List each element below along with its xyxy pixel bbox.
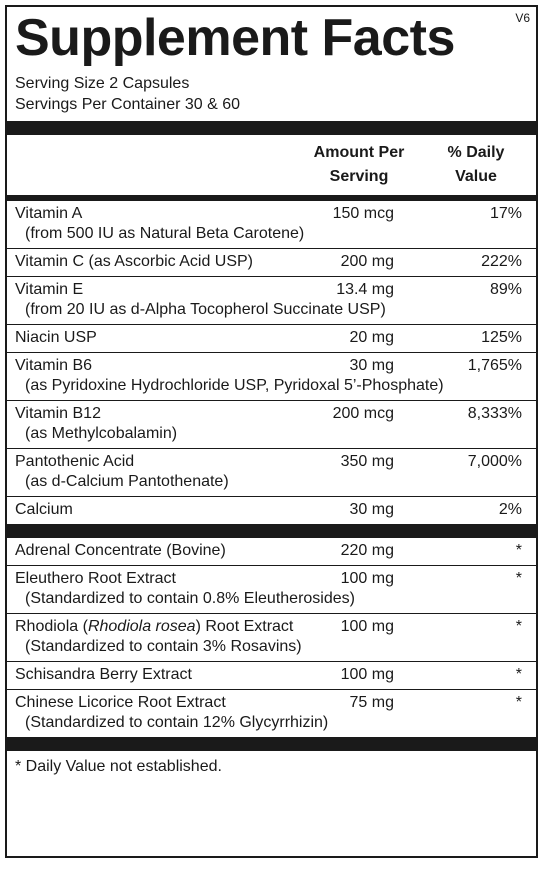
nutrient-amount: 200 mcg	[332, 405, 394, 422]
serving-size: Serving Size 2 Capsules	[15, 75, 190, 92]
nutrient-row: Vitamin B12 200 mcg 8,333% (as Methylcobala…	[7, 400, 536, 448]
nutrient-daily-value: 1,765%	[467, 357, 522, 374]
supplement-facts-label: V6 Supplement Facts Serving Size 2 Capsu…	[5, 5, 538, 858]
nutrient-source: (Standardized to contain 3% Rosavins)	[25, 638, 302, 655]
nutrient-source: (from 500 IU as Natural Beta Carotene)	[25, 225, 305, 242]
column-header: Amount Per Serving % Daily Value	[7, 135, 536, 195]
nutrient-name: Adrenal Concentrate (Bovine)	[15, 542, 226, 559]
header-amount-line2: Serving	[329, 168, 389, 185]
nutrient-row: Eleuthero Root Extract 100 mg * (Standardiz…	[7, 565, 536, 613]
divider-bar	[7, 195, 536, 201]
nutrient-daily-value: 125%	[481, 329, 522, 346]
header-dv-line1: % Daily	[447, 144, 505, 161]
divider-bar	[7, 524, 536, 538]
nutrient-source: (from 20 IU as d-Alpha Tocopherol Succin…	[25, 301, 386, 318]
nutrient-daily-value: *	[515, 666, 522, 683]
nutrient-amount: 30 mg	[349, 501, 394, 518]
nutrient-amount: 100 mg	[340, 666, 394, 683]
nutrient-row: Calcium 30 mg 2%	[7, 496, 536, 524]
servings-per-container: Servings Per Container 30 & 60	[15, 96, 241, 113]
nutrient-row: Vitamin A 150 mcg 17% (from 500 IU as Natur…	[7, 201, 536, 248]
nutrient-daily-value: 222%	[481, 253, 522, 270]
nutrient-amount: 30 mg	[349, 357, 394, 374]
nutrient-amount: 75 mg	[349, 694, 394, 711]
nutrient-amount: 13.4 mg	[336, 281, 394, 298]
nutrient-amount: 220 mg	[340, 542, 394, 559]
nutrient-name: Vitamin B6	[15, 357, 93, 374]
nutrient-name: Vitamin B12	[15, 405, 101, 422]
nutrient-daily-value: 2%	[498, 501, 522, 518]
nutrient-row: Pantothenic Acid 350 mg 7,000% (as d-Calciu…	[7, 448, 536, 496]
vitamins-list: Vitamin A 150 mcg 17% (from 500 IU as Natur…	[7, 201, 536, 524]
header-amount-line1: Amount Per	[313, 144, 405, 161]
version-code: V6	[515, 11, 530, 25]
nutrient-source: (as d-Calcium Pantothenate)	[25, 473, 229, 490]
nutrient-row: Vitamin E 13.4 mg 89% (from 20 IU as d-Alph…	[7, 276, 536, 324]
nutrient-daily-value: 17%	[489, 205, 522, 222]
nutrient-daily-value: *	[515, 542, 522, 559]
nutrient-name: Vitamin C (as Ascorbic Acid USP)	[15, 253, 254, 270]
nutrient-name: Vitamin E	[15, 281, 84, 298]
nutrient-name: Niacin USP	[15, 329, 97, 346]
header-dv-line2: Value	[455, 168, 497, 185]
nutrient-amount: 20 mg	[349, 329, 394, 346]
nutrient-name: Eleuthero Root Extract	[15, 570, 176, 587]
nutrient-row: Niacin USP 20 mg 125%	[7, 324, 536, 352]
divider-bar	[7, 737, 536, 751]
other-ingredients-list: Adrenal Concentrate (Bovine) 220 mg * Eleut…	[7, 538, 536, 737]
nutrient-row: Vitamin B6 30 mg 1,765% (as Pyridoxine Hydr…	[7, 352, 536, 400]
nutrient-name: Schisandra Berry Extract	[15, 666, 192, 683]
nutrient-amount: 100 mg	[340, 570, 394, 587]
nutrient-row: Rhodiola (Rhodiola rosea) Root Extract 10…	[7, 613, 536, 661]
nutrient-source: (Standardized to contain 12% Glycyrrhizi…	[25, 714, 329, 731]
header-amount: Amount Per Serving	[294, 141, 424, 189]
nutrient-source: (as Pyridoxine Hydrochloride USP, Pyrido…	[25, 377, 444, 394]
nutrient-daily-value: *	[515, 694, 522, 711]
label-title: Supplement Facts	[15, 9, 455, 67]
nutrient-daily-value: 8,333%	[467, 405, 522, 422]
nutrient-daily-value: 89%	[489, 281, 522, 298]
header-daily-value: % Daily Value	[424, 141, 528, 189]
nutrient-amount: 100 mg	[340, 618, 394, 635]
divider-bar	[7, 121, 536, 135]
nutrient-name: Rhodiola (Rhodiola rosea) Root Extract	[15, 618, 294, 635]
nutrient-row: Schisandra Berry Extract 100 mg *	[7, 661, 536, 689]
nutrient-name: Pantothenic Acid	[15, 453, 135, 470]
serving-info: Serving Size 2 Capsules Servings Per Con…	[7, 67, 536, 115]
nutrient-row: Adrenal Concentrate (Bovine) 220 mg *	[7, 538, 536, 565]
nutrient-amount: 150 mcg	[332, 205, 394, 222]
footnote: * Daily Value not established.	[15, 758, 222, 775]
nutrient-name: Vitamin A	[15, 205, 83, 222]
nutrient-amount: 350 mg	[340, 453, 394, 470]
nutrient-source: (Standardized to contain 0.8% Eleutheros…	[25, 590, 355, 607]
nutrient-daily-value: *	[515, 570, 522, 587]
nutrient-name: Calcium	[15, 501, 73, 518]
nutrient-row: Vitamin C (as Ascorbic Acid USP) 200 mg 22…	[7, 248, 536, 276]
nutrient-source: (as Methylcobalamin)	[25, 425, 178, 442]
nutrient-daily-value: *	[515, 618, 522, 635]
nutrient-amount: 200 mg	[340, 253, 394, 270]
nutrient-daily-value: 7,000%	[467, 453, 522, 470]
nutrient-row: Chinese Licorice Root Extract 75 mg * (Stan…	[7, 689, 536, 737]
nutrient-name: Chinese Licorice Root Extract	[15, 694, 226, 711]
